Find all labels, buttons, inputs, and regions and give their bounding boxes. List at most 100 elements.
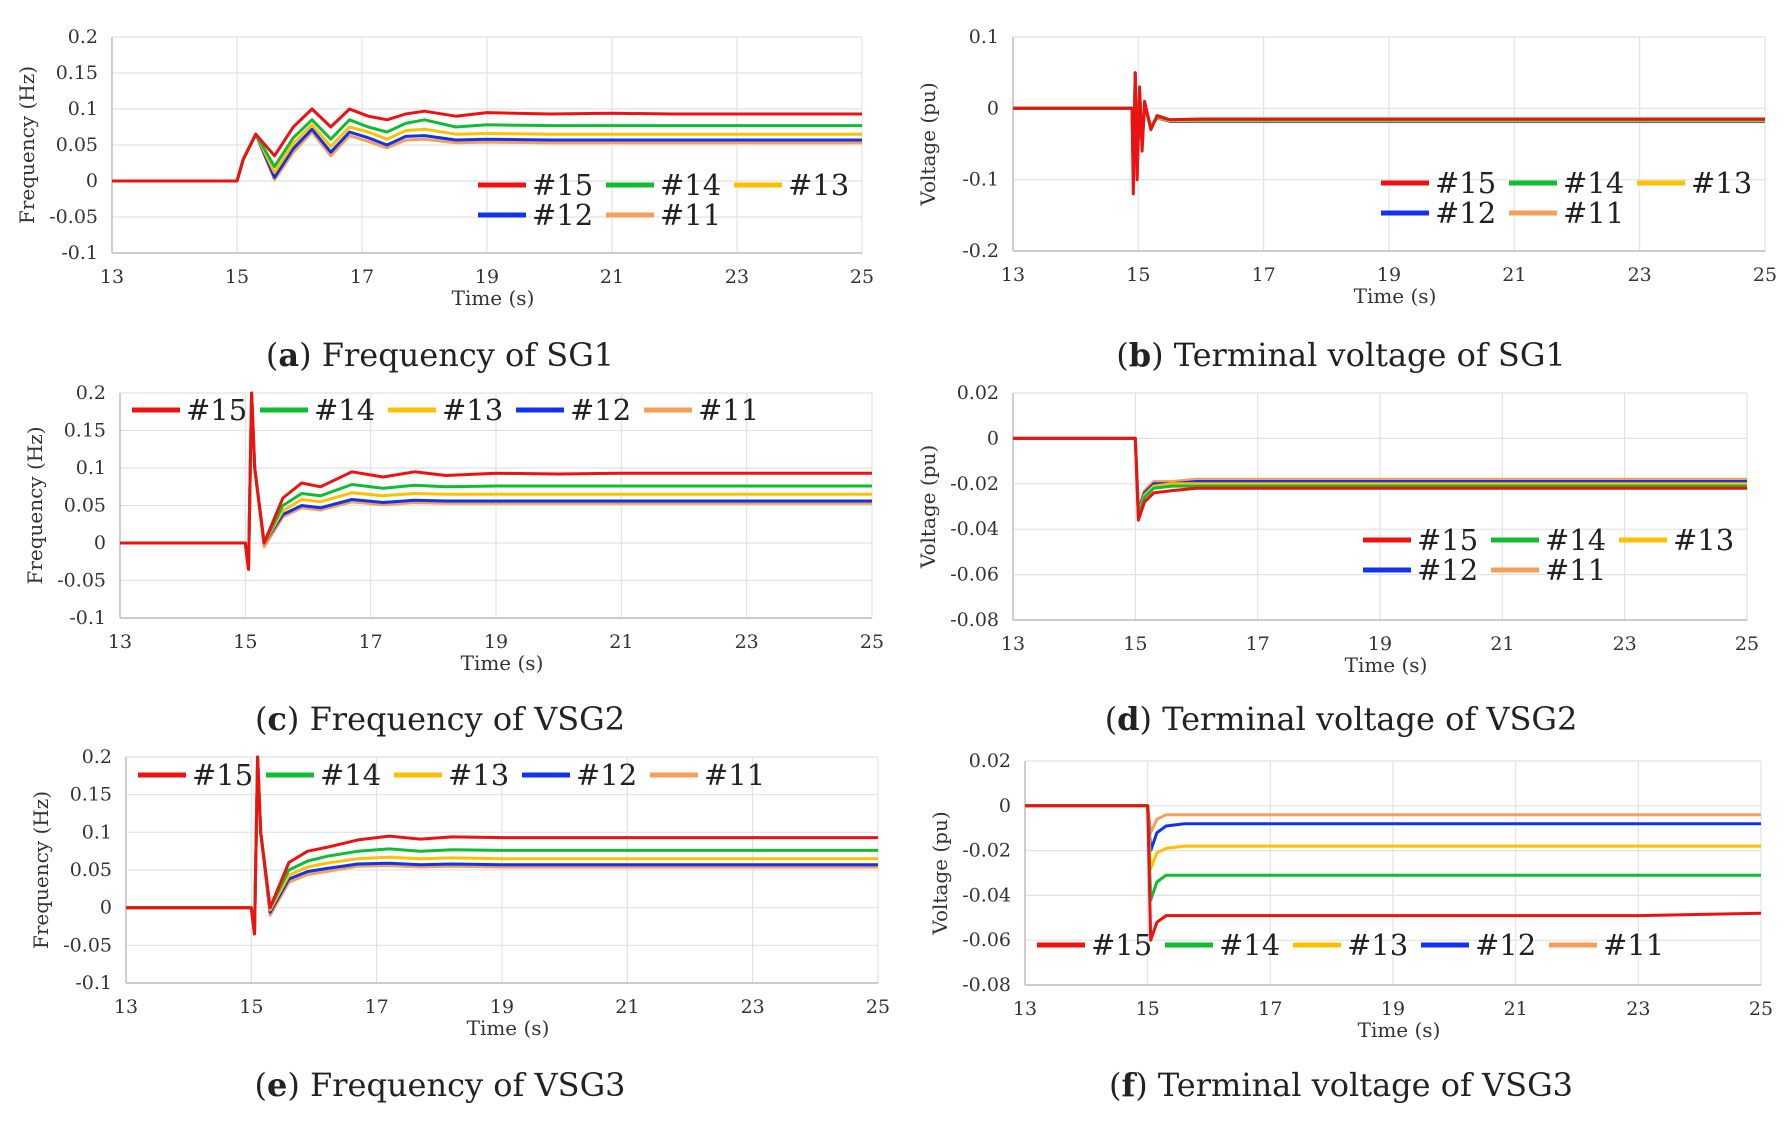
x-tick-label: 25 (850, 266, 874, 288)
y-tick-label: -0.1 (61, 242, 98, 264)
x-tick-label: 21 (615, 996, 639, 1018)
legend-label: #15 (1435, 166, 1496, 200)
legend-label: #14 (1219, 928, 1280, 962)
y-axis-label: Frequency (Hz) (15, 66, 39, 224)
y-tick-label: 0.15 (64, 420, 106, 442)
legend-label: #14 (320, 758, 381, 792)
x-tick-label: 19 (475, 266, 499, 288)
y-tick-label: -0.08 (950, 609, 999, 631)
legend-label: #11 (704, 758, 765, 792)
x-tick-label: 19 (484, 631, 508, 653)
legend-label: #15 (1417, 523, 1478, 557)
y-tick-label: -0.1 (962, 169, 999, 191)
panel-c: 0.2 0.15 0.1 0.05 0 -0.05 -0.1 13 15 17 19 21 23 25 Ti… (0, 380, 884, 680)
caption-d: (d) Terminal voltage of VSG2 (1104, 700, 1578, 738)
x-axis-label: Time (s) (1345, 653, 1428, 677)
x-axis-label: Time (s) (461, 651, 544, 675)
panel-e: 0.2 0.15 0.1 0.05 0 -0.05 -0.1 13 15 17 19 21 23 25 Ti… (0, 745, 890, 1045)
legend-label: #13 (448, 758, 509, 792)
x-tick-label: 17 (1258, 998, 1282, 1020)
panel-a: 0.2 0.15 0.1 0.05 0 -0.05 -0.1 13 15 17 19 21 23 25 Ti… (0, 25, 880, 315)
y-tick-label: 0 (999, 795, 1011, 817)
series-line-15 (126, 755, 878, 936)
legend-label: #11 (698, 393, 759, 427)
y-axis-label: Voltage (pu) (916, 82, 940, 206)
x-tick-label: 17 (350, 266, 374, 288)
x-tick-label: 19 (1368, 633, 1392, 655)
legend: #15 #14 #13 #12 #11 (1037, 928, 1664, 962)
y-tick-label: -0.06 (950, 564, 999, 586)
y-tick-label: -0.05 (57, 570, 106, 592)
legend-label: #15 (532, 168, 593, 202)
y-tick-label: 0 (86, 170, 98, 192)
y-axis-label: Frequency (Hz) (23, 426, 47, 584)
legend-label: #15 (192, 758, 253, 792)
y-tick-label: 0.1 (969, 26, 999, 48)
x-tick-label: 13 (114, 996, 138, 1018)
x-tick-label: 13 (1013, 998, 1037, 1020)
y-tick-label: -0.04 (962, 884, 1011, 906)
grid (111, 36, 863, 254)
x-tick-label: 13 (108, 631, 132, 653)
x-tick-label: 25 (1735, 633, 1759, 655)
y-tick-label: -0.08 (962, 974, 1011, 996)
x-tick-label: 17 (1246, 633, 1270, 655)
chart-a: 0.2 0.15 0.1 0.05 0 -0.05 -0.113 15 17 19 21 23 25 Ti… (15, 26, 874, 310)
x-tick-label: 23 (741, 996, 765, 1018)
y-axis-label: Frequency (Hz) (29, 791, 53, 949)
x-tick-label: 15 (225, 266, 249, 288)
x-tick-label: 13 (1001, 264, 1025, 286)
x-tick-label: 19 (1377, 264, 1401, 286)
x-tick-label: 13 (100, 266, 124, 288)
legend-label: #14 (1545, 523, 1606, 557)
y-tick-label: 0 (987, 97, 999, 119)
legend-label: #12 (1475, 928, 1536, 962)
panel-f: 0.02 0 -0.02 -0.04 -0.06 -0.08 13 15 17 19 21 23 25 T… (895, 745, 1787, 1045)
legend-label: #11 (660, 198, 721, 232)
series-line-15 (1013, 71, 1765, 196)
x-tick-label: 19 (490, 996, 514, 1018)
y-tick-label: -0.06 (962, 929, 1011, 951)
y-tick-label: 0.1 (76, 457, 106, 479)
y-tick-label: -0.2 (962, 240, 999, 262)
x-tick-label: 21 (609, 631, 633, 653)
series-line-15 (112, 107, 862, 183)
y-tick-label: 0 (100, 897, 112, 919)
legend-label: #13 (1347, 928, 1408, 962)
x-axis-label: Time (s) (452, 286, 535, 310)
legend-label: #12 (576, 758, 637, 792)
y-tick-label: -0.05 (49, 206, 98, 228)
x-tick-label: 23 (1628, 264, 1652, 286)
legend-label: #11 (1563, 196, 1624, 230)
x-tick-label: 17 (359, 631, 383, 653)
x-tick-label: 15 (239, 996, 263, 1018)
y-tick-label: 0.02 (969, 750, 1011, 772)
grid (1012, 36, 1766, 252)
y-axis-label: Voltage (pu) (928, 811, 952, 935)
legend-label: #14 (660, 168, 721, 202)
legend-label: #15 (1091, 928, 1152, 962)
y-tick-label: 0.2 (68, 26, 98, 48)
x-tick-label: 25 (1753, 264, 1777, 286)
y-tick-label: 0.05 (64, 495, 106, 517)
caption-a: (a) Frequency of SG1 (265, 336, 615, 374)
x-tick-label: 15 (1126, 264, 1150, 286)
legend-label: #13 (788, 168, 849, 202)
y-tick-label: 0.1 (68, 98, 98, 120)
y-tick-label: 0.05 (70, 859, 112, 881)
legend-label: #11 (1545, 553, 1606, 587)
y-tick-label: -0.05 (63, 934, 112, 956)
x-tick-label: 23 (1613, 633, 1637, 655)
series-line-15 (1013, 436, 1747, 522)
legend-label: #11 (1603, 928, 1664, 962)
x-tick-label: 15 (1123, 633, 1147, 655)
x-tick-label: 15 (1136, 998, 1160, 1020)
panel-b: 0.1 0 -0.1 -0.2 13 15 17 19 21 23 25 Time (s) Voltag… (895, 25, 1787, 315)
panel-d: 0.02 0 -0.02 -0.04 -0.06 -0.08 13 15 17 19 21 23 25 T… (895, 380, 1787, 680)
x-tick-label: 21 (1504, 998, 1528, 1020)
y-tick-label: 0.15 (70, 784, 112, 806)
x-tick-label: 17 (1252, 264, 1276, 286)
legend-label: #13 (442, 393, 503, 427)
